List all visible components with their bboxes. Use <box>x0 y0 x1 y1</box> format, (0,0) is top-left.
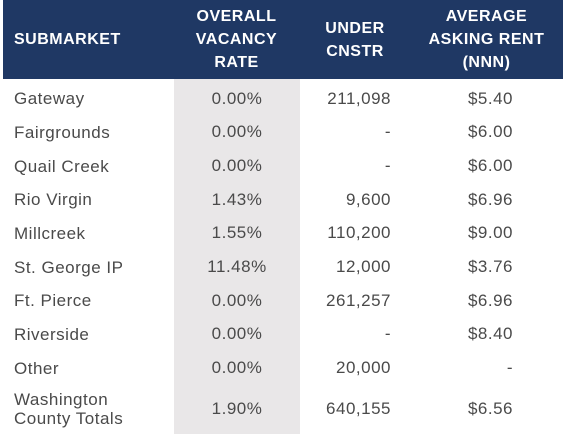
table-header: SUBMARKET OVERALL VACANCY RATE UNDER CNS… <box>3 0 563 79</box>
submarket-name: Gateway <box>14 89 85 108</box>
total-under-construction: 640,155 <box>326 399 391 418</box>
submarket-name: Ft. Pierce <box>14 291 92 310</box>
under-construction: 20,000 <box>336 358 391 377</box>
table-row: Other 0.00% 20,000 - <box>0 351 566 385</box>
table-row: St. George IP 11.48% 12,000 $3.76 <box>0 250 566 284</box>
header-under-construction: UNDER CNSTR <box>325 19 385 60</box>
total-row: Washington County Totals 1.90% 640,155 $… <box>0 386 566 432</box>
header-submarket: SUBMARKET <box>14 31 121 48</box>
vacancy-rate: 1.55% <box>211 223 263 242</box>
under-construction: 9,600 <box>345 189 391 209</box>
asking-rent: - <box>506 358 513 377</box>
table-row: Riverside 0.00% - $8.40 <box>0 317 566 351</box>
vacancy-rate: 0.00% <box>211 358 263 377</box>
vacancy-rate: 0.00% <box>211 88 263 108</box>
header-vacancy-rate: OVERALL VACANCY RATE <box>195 8 278 71</box>
vacancy-rate: 0.00% <box>211 324 263 343</box>
vacancy-rate: 0.00% <box>211 290 263 310</box>
vacancy-rate: 11.48% <box>207 257 267 276</box>
submarket-name: Fairgrounds <box>14 122 111 142</box>
submarket-name: St. George IP <box>14 257 124 277</box>
table-row: Quail Creek 0.00% - $6.00 <box>0 149 566 183</box>
under-construction: - <box>384 324 391 343</box>
submarket-name: Riverside <box>14 324 90 344</box>
under-construction: - <box>384 156 391 175</box>
table-row: Rio Virgin 1.43% 9,600 $6.96 <box>0 183 566 216</box>
submarket-name: Rio Virgin <box>14 190 93 209</box>
total-vacancy-rate: 1.90% <box>211 399 263 418</box>
total-label: Washington County Totals <box>14 390 124 428</box>
under-construction: 261,257 <box>326 290 391 310</box>
table-row: Millcreek 1.55% 110,200 $9.00 <box>0 216 566 250</box>
under-construction: 12,000 <box>336 257 391 276</box>
submarket-name: Millcreek <box>14 223 86 243</box>
asking-rent: $9.00 <box>467 223 513 242</box>
vacancy-rate: 0.00% <box>211 156 263 175</box>
asking-rent: $3.76 <box>467 257 513 276</box>
asking-rent: $8.40 <box>467 324 513 343</box>
asking-rent: $6.00 <box>467 122 513 141</box>
table-row: Gateway 0.00% 211,098 $5.40 <box>0 82 566 115</box>
asking-rent: $6.00 <box>467 156 513 175</box>
header-asking-rent: AVERAGE ASKING RENT (NNN) <box>428 8 545 71</box>
total-asking-rent: $6.56 <box>467 399 513 418</box>
vacancy-rate: 1.43% <box>211 189 263 209</box>
table-row: Ft. Pierce 0.00% 261,257 $6.96 <box>0 284 566 317</box>
asking-rent: $5.40 <box>467 88 513 108</box>
vacancy-column-shading <box>174 79 300 434</box>
under-construction: 110,200 <box>327 223 391 242</box>
table-row: Fairgrounds 0.00% - $6.00 <box>0 115 566 149</box>
asking-rent: $6.96 <box>467 189 513 209</box>
asking-rent: $6.96 <box>467 290 513 310</box>
submarket-name: Quail Creek <box>14 156 110 176</box>
submarket-name: Other <box>14 358 60 378</box>
vacancy-rate: 0.00% <box>211 122 263 141</box>
under-construction: - <box>384 122 391 141</box>
under-construction: 211,098 <box>327 88 391 108</box>
